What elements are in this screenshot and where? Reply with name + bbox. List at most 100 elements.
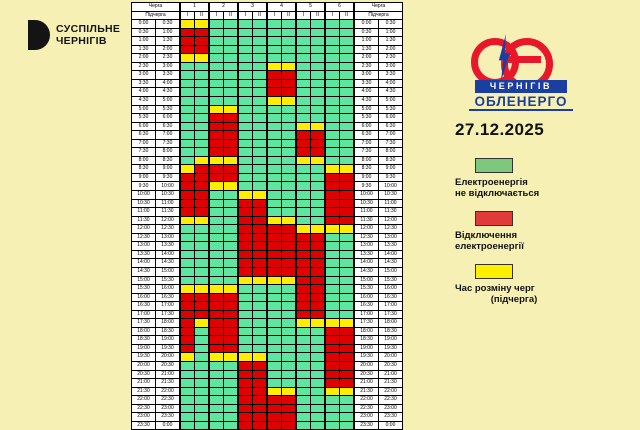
time-end-right: 17:30 [378, 309, 403, 320]
status-cell [194, 96, 210, 106]
time-start-right: 0:30 [353, 27, 379, 38]
status-cell [179, 164, 195, 174]
status-cell [310, 78, 326, 89]
status-cell [266, 403, 282, 414]
legend-swatch-green [475, 158, 513, 173]
status-cell [295, 403, 311, 414]
status-cell [179, 378, 195, 388]
status-cell [324, 352, 340, 362]
status-cell [324, 301, 340, 311]
status-cell [194, 258, 210, 268]
status-cell [310, 138, 326, 149]
legend: Електроенергія не відключається Відключе… [455, 158, 615, 314]
time-end-right: 19:00 [378, 335, 403, 345]
status-cell [266, 36, 282, 46]
status-cell [208, 318, 224, 328]
status-cell [237, 121, 253, 132]
table-row: 15:30 16:00 15:30 16:00 [131, 284, 403, 294]
time-end-right: 14:00 [378, 249, 403, 260]
status-cell [281, 369, 297, 380]
status-cell [310, 395, 326, 405]
table-row: 6:30 7:00 6:30 7:00 [131, 130, 403, 140]
status-cell [281, 335, 297, 345]
time-end-left: 11:00 [155, 198, 181, 209]
time-start-right: 22:30 [353, 403, 379, 414]
status-cell [179, 207, 195, 217]
status-cell [295, 87, 311, 97]
time-start-right: 13:00 [353, 241, 379, 251]
time-start-right: 1:30 [353, 44, 379, 55]
status-cell [194, 241, 210, 251]
time-start-left: 3:00 [131, 70, 156, 80]
status-cell [223, 207, 239, 217]
status-cell [281, 232, 297, 243]
time-end-left: 8:30 [155, 155, 181, 166]
status-cell [237, 292, 253, 303]
time-start-left: 9:00 [131, 172, 156, 183]
status-cell [194, 130, 210, 140]
status-cell [252, 36, 268, 46]
table-row: 2:30 3:00 2:30 3:00 [131, 61, 403, 72]
time-start-left: 8:30 [131, 164, 156, 174]
status-cell [295, 412, 311, 422]
status-cell [295, 318, 311, 328]
status-cell [266, 360, 282, 371]
status-cell [310, 155, 326, 166]
status-cell [252, 343, 268, 354]
status-cell [252, 44, 268, 55]
status-cell [237, 190, 253, 200]
time-end-left: 2:30 [155, 53, 181, 63]
status-cell [295, 284, 311, 294]
status-cell [339, 395, 355, 405]
time-start-left: 0:30 [131, 27, 156, 38]
subqueue-6-I: I [324, 10, 340, 21]
time-end-left: 17:30 [155, 309, 181, 320]
status-cell [179, 215, 195, 226]
time-start-left: 4:30 [131, 96, 156, 106]
status-cell [295, 19, 311, 29]
status-cell [281, 19, 297, 29]
status-cell [223, 61, 239, 72]
time-end-right: 5:30 [378, 104, 403, 115]
time-start-right: 9:30 [353, 181, 379, 192]
status-cell [179, 130, 195, 140]
status-cell [295, 147, 311, 157]
status-cell [208, 19, 224, 29]
status-cell [252, 138, 268, 149]
time-end-left: 5:00 [155, 96, 181, 106]
time-end-right: 19:30 [378, 343, 403, 354]
time-start-left: 18:30 [131, 335, 156, 345]
status-cell [266, 121, 282, 132]
status-cell [339, 403, 355, 414]
status-cell [252, 87, 268, 97]
status-cell [252, 412, 268, 422]
status-cell [208, 87, 224, 97]
time-start-left: 15:00 [131, 275, 156, 286]
status-cell [179, 309, 195, 320]
table-row: 3:30 4:00 3:30 4:00 [131, 78, 403, 89]
time-start-left: 22:00 [131, 395, 156, 405]
queue-header-left: Черга [131, 2, 181, 12]
status-cell [281, 113, 297, 123]
status-cell [223, 224, 239, 234]
status-cell [223, 138, 239, 149]
status-cell [194, 224, 210, 234]
status-cell [194, 181, 210, 192]
table-row: 0:00 0:30 0:00 0:30 [131, 19, 403, 29]
table-row: 21:00 21:30 21:00 21:30 [131, 378, 403, 388]
time-start-left: 17:30 [131, 318, 156, 328]
status-cell [237, 198, 253, 209]
status-cell [310, 326, 326, 337]
status-cell [194, 61, 210, 72]
status-cell [194, 121, 210, 132]
status-cell [237, 241, 253, 251]
status-cell [339, 190, 355, 200]
time-end-right: 3:30 [378, 70, 403, 80]
status-cell [295, 181, 311, 192]
time-end-right: 4:30 [378, 87, 403, 97]
lightning-bolt-icon [498, 34, 510, 82]
time-end-left: 18:30 [155, 326, 181, 337]
status-cell [339, 87, 355, 97]
table-row: 18:30 19:00 18:30 19:00 [131, 335, 403, 345]
status-cell [295, 378, 311, 388]
